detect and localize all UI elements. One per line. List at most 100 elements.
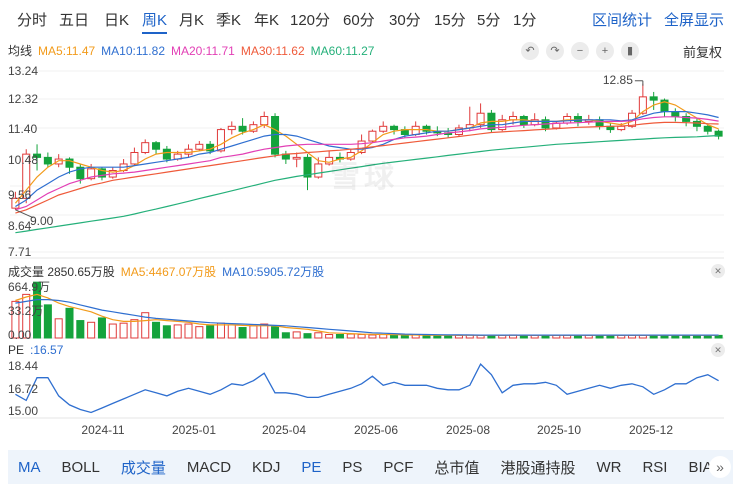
period-tab[interactable]: 日K [104,12,130,29]
x-axis-label: 2025-01 [172,423,216,437]
candle-body [76,166,85,180]
volume-bar [227,324,236,339]
price-axis-label: 7.71 [8,245,32,259]
indicator-tab[interactable]: BOLL [61,458,100,476]
more-indicators-icon[interactable]: » [709,456,731,478]
low-price-label: 9.00 [30,214,54,228]
period-tab[interactable]: 15分 [434,12,466,29]
interval-stats-link[interactable]: 区间统计 [592,12,653,29]
candle-body [617,125,626,131]
candle-body [292,156,301,160]
indicator-tabs: MA BOLL 成交量 MACD KDJ PE PS PCF 总市值 港股通持股 WR RSI BIAS… [8,450,733,484]
period-tab[interactable]: 季K [216,12,242,29]
candle-body [152,142,161,150]
ma-legend: 均线 MA5:11.47 MA10:11.82 MA20:11.71 MA30:11.6… [8,42,380,60]
ma-legend-item: MA5:11.47 [38,44,96,58]
stock-chart[interactable]: 13.24 12.32 11.40 10.48 9.56 8.64 7.71 12.85 9.0… [0,0,741,450]
undo-icon[interactable]: ↶ [521,42,539,60]
ma-line-ma10 [15,110,719,208]
candle-body [238,125,247,132]
candle-body [682,115,691,122]
period-tab[interactable]: 60分 [343,12,375,29]
indicator-tab[interactable]: 总市值 [434,459,480,477]
volume-bar [238,327,247,339]
volume-bar [76,320,85,339]
candle-body [314,163,323,178]
volume-close-icon[interactable]: ✕ [711,264,725,278]
x-axis-label: 2025-04 [262,423,306,437]
volume-axis-label: 664.9万 [8,280,50,294]
ma-line-ma20 [15,116,719,211]
period-tab[interactable]: 分时 [17,12,48,29]
indicator-tab[interactable]: 成交量 [120,459,166,477]
candle-body [671,111,680,117]
period-tab[interactable]: 年K [254,12,280,29]
pan-icon[interactable]: ▮ [621,42,639,60]
candle-body [22,153,31,199]
watermark-logo: 雪球 [330,161,398,194]
indicator-tab[interactable]: WR [596,458,622,476]
indicator-tab[interactable]: RSI [642,458,668,476]
pe-axis-label: 18.44 [8,359,38,373]
candle-body [65,158,74,168]
x-axis-label: 2025-12 [629,423,673,437]
adjust-mode-toggle[interactable]: 前复权 [683,45,723,60]
volume-bar [357,334,366,339]
pe-legend: PE:16.57 [8,343,69,357]
candle-body [357,140,366,153]
volume-axis-label: 33.2万 [8,304,43,318]
candle-body [141,142,150,153]
volume-legend: 成交量 2850.65万股 MA5:4467.07万股 MA10:5905.72万股 [8,263,330,280]
volume-bar [130,319,139,339]
period-tab[interactable]: 周K [142,10,168,34]
indicator-tab[interactable]: PE [301,458,322,476]
indicator-tab[interactable]: MA [18,458,41,476]
redo-icon[interactable]: ↷ [546,42,564,60]
volume-bar [195,326,204,339]
fullscreen-link[interactable]: 全屏显示 [664,12,725,29]
period-tab[interactable]: 30分 [389,12,421,29]
candle-body [368,130,377,142]
period-tab[interactable]: 5分 [477,12,501,29]
period-tab[interactable]: 月K [179,12,205,29]
period-tab[interactable]: 120分 [290,12,331,29]
ma-legend-item: MA20:11.71 [171,44,235,58]
volume-legend-item: MA5:4467.07万股 [120,265,217,279]
candle-body [195,143,204,150]
volume-bar [271,326,280,339]
period-tab[interactable]: 1分 [513,12,537,29]
indicator-tab[interactable]: MACD [186,458,232,476]
zoom-in-icon[interactable]: + [596,42,614,60]
volume-bar [33,281,42,339]
ma-legend-item: MA60:11.27 [310,44,375,58]
candle-body [162,148,171,160]
volume-bar [303,333,312,339]
x-axis-label: 2025-10 [537,423,581,437]
volume-bar [119,322,128,339]
indicator-tab[interactable]: PCF [383,458,414,476]
indicator-tab[interactable]: PS [342,458,363,476]
indicator-tab[interactable]: KDJ [252,458,281,476]
volume-bar [292,331,301,339]
ma-legend-label[interactable]: 均线 [8,44,33,58]
zoom-out-icon[interactable]: − [571,42,589,60]
candle-body [703,125,712,132]
volume-bar [314,332,323,339]
pe-axis-label: 16.72 [8,382,38,396]
candle-body [11,197,20,209]
candle-body [476,112,485,126]
period-tab[interactable]: 五日 [59,12,90,29]
indicator-tab[interactable]: 港股通持股 [500,459,576,477]
volume-bar [108,323,117,339]
volume-bar [206,325,215,339]
ma-line-ma60 [15,134,719,234]
volume-bar [249,325,258,339]
candle-body [649,96,658,101]
volume-bar [281,332,290,339]
candle-body [714,130,723,137]
low-marker-line [15,209,34,219]
pe-close-icon[interactable]: ✕ [711,343,725,357]
volume-bar [346,333,355,339]
candle-body [87,168,96,180]
volume-bar [162,325,171,339]
